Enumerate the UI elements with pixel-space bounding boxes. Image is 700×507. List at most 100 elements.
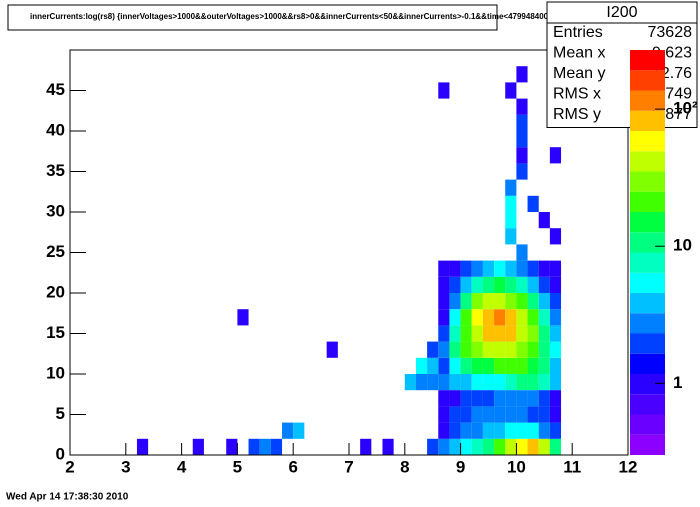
heat-cell <box>415 357 428 374</box>
heat-cell <box>549 325 562 342</box>
palette-swatch <box>630 171 665 192</box>
heat-cell <box>527 390 539 407</box>
heat-cell <box>471 309 483 326</box>
x-tick-label: 7 <box>344 457 353 476</box>
heat-cell <box>471 325 483 342</box>
heat-cell <box>192 438 204 455</box>
x-tick-label: 2 <box>65 457 74 476</box>
heat-cell <box>460 309 472 326</box>
heat-cell <box>516 406 528 423</box>
heat-cell <box>516 114 528 131</box>
heat-cell <box>482 406 495 423</box>
heat-cell <box>505 422 517 439</box>
heat-cell <box>538 390 550 407</box>
heat-cell <box>471 341 483 358</box>
heat-cell <box>482 390 495 407</box>
heat-cell <box>494 406 506 423</box>
y-tick-label: 45 <box>46 80 65 99</box>
heat-cell <box>549 422 562 439</box>
heat-cell <box>438 260 450 277</box>
x-tick-label: 6 <box>288 457 297 476</box>
heat-cell <box>460 341 472 358</box>
heat-cell <box>549 228 562 245</box>
heat-cell <box>516 260 528 277</box>
heat-cell <box>549 293 562 310</box>
heat-cell <box>460 438 472 455</box>
stats-label: RMS y <box>553 106 601 123</box>
heat-cell <box>527 293 539 310</box>
heat-cell <box>516 357 528 374</box>
heat-cell <box>538 357 550 374</box>
z-tick-label: 10² <box>673 99 698 118</box>
heat-cell <box>438 374 450 391</box>
heat-cell <box>505 438 517 455</box>
heat-cell <box>482 276 495 293</box>
heat-cell <box>494 293 506 310</box>
heat-cell <box>516 293 528 310</box>
footer-date: Wed Apr 14 17:38:30 2010 <box>6 492 129 503</box>
heat-cell <box>494 374 506 391</box>
heat-cell <box>505 82 517 99</box>
stats-label: Mean x <box>553 45 605 62</box>
heat-cell <box>438 309 450 326</box>
heat-cell <box>471 374 483 391</box>
palette-swatch <box>630 272 665 293</box>
palette-swatch <box>630 50 665 71</box>
heat-cell <box>460 422 472 439</box>
heat-cell <box>449 260 461 277</box>
palette-swatch <box>630 191 665 212</box>
heat-cell <box>438 357 450 374</box>
heat-cell <box>494 357 506 374</box>
palette-swatch <box>630 313 665 334</box>
heat-cell <box>538 325 550 342</box>
palette-swatch <box>630 110 665 131</box>
heat-cell <box>427 341 439 358</box>
heat-cell <box>538 422 550 439</box>
heat-cell <box>427 438 439 455</box>
heat-cell <box>505 276 517 293</box>
heat-cell <box>505 179 517 196</box>
heat-cell <box>449 341 461 358</box>
heat-cell <box>516 341 528 358</box>
heat-cell <box>538 374 550 391</box>
heat-cell <box>482 357 495 374</box>
heat-cell <box>237 309 249 326</box>
heat-cell <box>538 212 550 229</box>
heat-cell <box>505 325 517 342</box>
heat-cell <box>482 260 495 277</box>
heat-cell <box>527 422 539 439</box>
heat-cell <box>449 374 461 391</box>
heat-cell <box>505 309 517 326</box>
heat-cell <box>460 325 472 342</box>
plot-frame <box>69 49 629 456</box>
stats-label: Mean y <box>553 65 605 82</box>
heat-cell <box>527 195 539 212</box>
x-tick-label: 4 <box>177 457 187 476</box>
heat-cell <box>505 195 517 212</box>
heat-cell <box>516 131 528 148</box>
heat-cell <box>427 374 439 391</box>
palette-swatch <box>630 212 665 233</box>
heat-cell <box>549 438 562 455</box>
heat-cell <box>438 82 450 99</box>
heat-cell <box>438 341 450 358</box>
palette-swatch <box>630 434 665 455</box>
palette-swatch <box>630 151 665 172</box>
heat-cell <box>527 357 539 374</box>
y-tick-label: 35 <box>46 161 65 180</box>
heat-cell <box>516 244 528 261</box>
heat-cell <box>449 406 461 423</box>
heat-cell <box>449 309 461 326</box>
heat-cell <box>538 406 550 423</box>
heat-cell <box>516 276 528 293</box>
heat-cell <box>494 341 506 358</box>
palette-swatch <box>630 232 665 253</box>
title-box <box>7 4 498 31</box>
heat-cell <box>516 66 528 83</box>
heat-cell <box>516 98 528 115</box>
heat-cell <box>259 438 271 455</box>
heat-cell <box>527 325 539 342</box>
heat-cell <box>460 276 472 293</box>
heat-cell <box>505 390 517 407</box>
heat-cell <box>404 374 416 391</box>
